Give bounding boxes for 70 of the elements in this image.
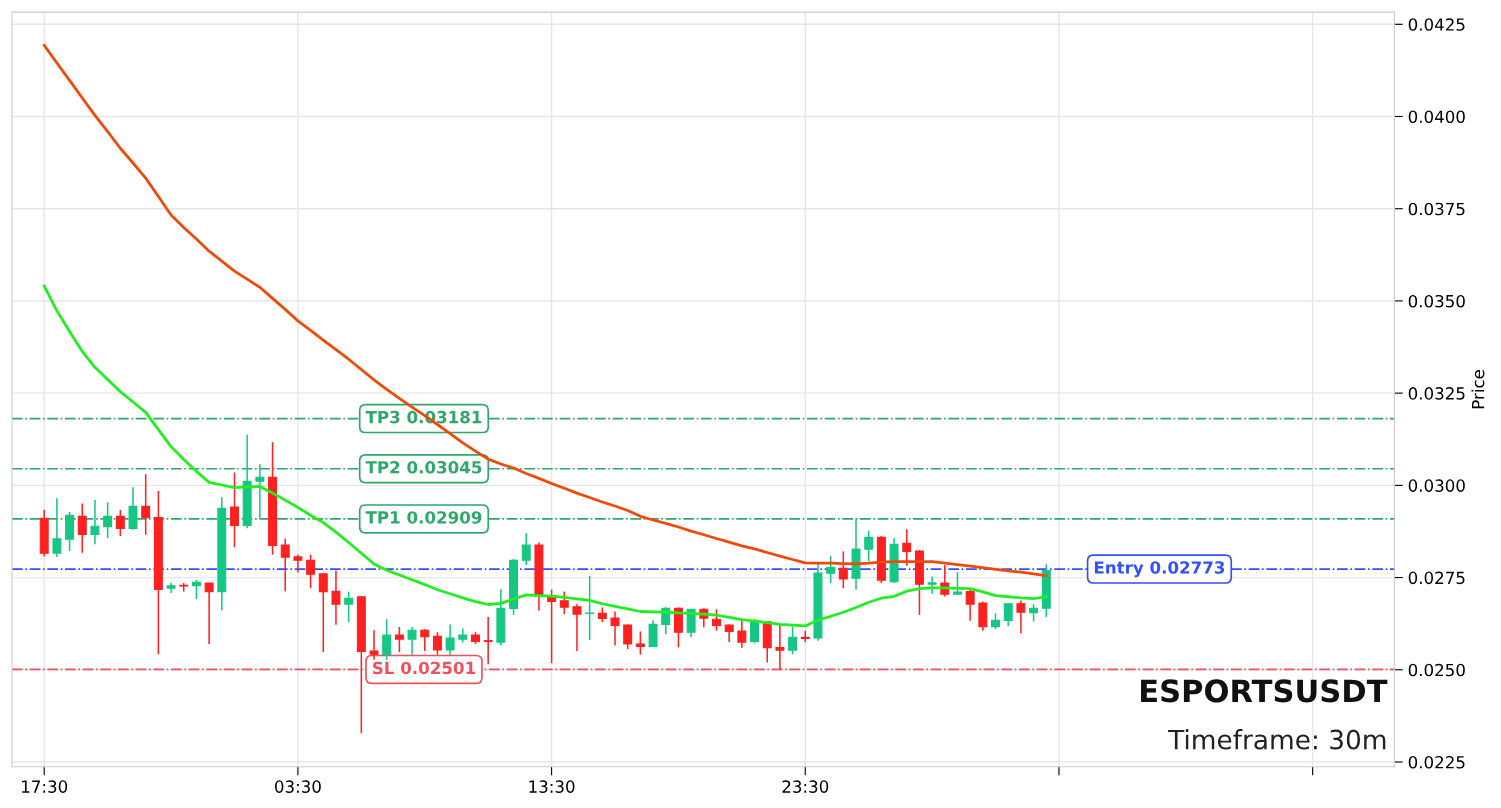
candlestick <box>420 628 430 652</box>
candlestick <box>610 610 620 647</box>
candlestick <box>648 619 658 648</box>
candlestick <box>965 587 975 622</box>
x-tick-label: 17:30 <box>22 780 68 793</box>
text: ESPORTSUSDT <box>1141 679 1388 703</box>
y-tick-label: 0.0275 <box>1408 571 1465 585</box>
candlestick <box>394 626 404 653</box>
candlestick <box>280 538 290 592</box>
y-tick-label: 0.0300 <box>1408 479 1465 492</box>
candlestick <box>382 618 392 661</box>
candlestick <box>902 528 912 567</box>
candlestick <box>344 590 354 623</box>
candlestick <box>483 616 493 666</box>
x-tick-label: 13:30 <box>529 780 575 793</box>
candlestick <box>978 600 988 632</box>
candlestick <box>826 555 836 584</box>
candlestick <box>318 573 328 653</box>
x-tick-label: 23:30 <box>782 780 829 793</box>
candlestick <box>521 532 531 566</box>
candlestick <box>635 630 645 656</box>
ref-line-label: SL 0.02501 <box>373 661 475 675</box>
x-tick-label: 03:30 <box>274 780 321 793</box>
candlestick <box>775 623 785 671</box>
candlestick <box>179 582 189 593</box>
candlestick <box>445 623 455 656</box>
candlestick <box>331 569 341 626</box>
text: Timeframe: 30m <box>1168 729 1386 750</box>
candlestick <box>65 511 75 552</box>
candlestick <box>673 606 683 649</box>
candlestick <box>407 626 417 656</box>
y-axis-title: Price <box>1471 370 1485 409</box>
ref-line-label: Entry 0.02773 <box>1094 561 1225 578</box>
y-tick-label: 0.0425 <box>1408 18 1465 31</box>
candlestick <box>750 618 760 644</box>
y-tick-label: 0.0225 <box>1408 755 1465 769</box>
candlestick <box>838 550 848 590</box>
y-tick-label: 0.0400 <box>1408 110 1465 124</box>
candlestick <box>864 529 874 563</box>
candlestick <box>103 501 113 539</box>
candlestick <box>204 582 214 645</box>
candlestick <box>711 608 721 632</box>
candlestick <box>115 509 125 537</box>
candlestick <box>230 471 239 549</box>
candlestick <box>559 590 569 615</box>
candlestick <box>255 463 265 519</box>
y-tick-label: 0.0250 <box>1408 663 1465 677</box>
y-tick-label: 0.0350 <box>1408 294 1465 308</box>
candlestick <box>128 486 138 531</box>
candlestick <box>623 623 633 650</box>
y-tick-label: 0.0375 <box>1408 202 1465 216</box>
candlestick <box>369 629 379 661</box>
candlestick <box>90 499 100 546</box>
y-tick-label: 0.0325 <box>1408 387 1465 400</box>
candlestick <box>1016 599 1026 635</box>
candlestick <box>191 579 201 601</box>
ref-line-label: TP2 0.03045 <box>365 460 482 474</box>
candlestick <box>927 575 937 595</box>
candlestick <box>306 553 316 590</box>
candlestick <box>788 625 798 656</box>
candlestick <box>572 603 582 652</box>
candlestick <box>77 502 87 554</box>
candlestick <box>585 574 595 641</box>
ref-line-label: TP1 0.02909 <box>365 511 482 524</box>
candlestick <box>52 497 62 558</box>
candlestick <box>141 473 151 536</box>
candlestick <box>432 631 442 656</box>
candlestick <box>952 571 962 596</box>
candlestick <box>737 618 747 649</box>
candlestick <box>1003 602 1013 627</box>
